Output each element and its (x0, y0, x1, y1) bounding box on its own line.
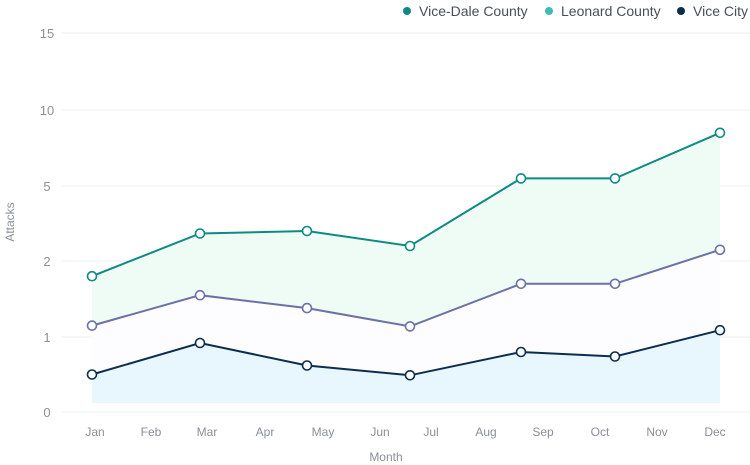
x-axis-title: Month (369, 450, 402, 464)
data-point[interactable] (609, 278, 621, 290)
y-axis-title: Attacks (3, 202, 17, 241)
series-area-2 (92, 330, 720, 403)
x-tick-label: Jul (423, 425, 438, 439)
data-point[interactable] (194, 228, 206, 239)
legend-label: Leonard County (561, 3, 661, 19)
data-point[interactable] (301, 302, 313, 314)
x-tick-label: Jan (85, 425, 104, 439)
y-axis-ticks: 0 1 2 5 10 15 (40, 26, 54, 420)
data-point[interactable] (194, 289, 206, 301)
series-points (86, 127, 726, 381)
y-tick-label: 2 (43, 254, 50, 269)
x-tick-label: Nov (646, 425, 667, 439)
data-point[interactable] (714, 244, 726, 256)
y-tick-label: 1 (43, 330, 50, 345)
data-point[interactable] (515, 278, 527, 290)
x-tick-label: Oct (591, 425, 610, 439)
data-point[interactable] (609, 351, 621, 362)
legend-item[interactable]: Leonard County (545, 3, 661, 19)
x-tick-label: Dec (704, 425, 725, 439)
data-point[interactable] (714, 127, 726, 139)
legend[interactable]: Vice-Dale County Leonard County Vice City (403, 3, 748, 19)
series-areas (92, 132, 720, 404)
x-tick-label: Mar (197, 425, 218, 439)
y-tick-label: 0 (43, 405, 50, 420)
data-point[interactable] (301, 360, 313, 371)
data-point[interactable] (404, 369, 416, 381)
legend-item[interactable]: Vice-Dale County (403, 3, 528, 19)
legend-marker (677, 7, 685, 15)
data-point[interactable] (404, 240, 416, 252)
legend-marker (403, 7, 411, 15)
y-tick-label: 10 (40, 103, 54, 118)
data-point[interactable] (301, 225, 313, 237)
x-tick-label: Sep (532, 425, 554, 439)
y-tick-label: 15 (40, 26, 54, 41)
legend-item[interactable]: Vice City (677, 3, 748, 19)
legend-label: Vice City (693, 3, 748, 19)
x-axis-ticks: Jan Feb Mar Apr May Jun Jul Aug Sep Oct Nov Dec (85, 425, 725, 439)
data-point[interactable] (714, 324, 726, 336)
legend-marker (545, 7, 553, 15)
data-point[interactable] (86, 320, 98, 331)
data-point[interactable] (515, 173, 527, 184)
x-tick-label: Jun (370, 425, 389, 439)
data-point[interactable] (86, 369, 98, 380)
x-tick-label: May (312, 425, 335, 439)
y-tick-label: 5 (43, 179, 50, 194)
legend-label: Vice-Dale County (419, 3, 528, 19)
x-tick-label: Apr (256, 425, 275, 439)
data-point[interactable] (609, 173, 621, 184)
data-point[interactable] (515, 346, 527, 358)
x-tick-label: Feb (141, 425, 162, 439)
data-point[interactable] (86, 270, 98, 282)
data-point[interactable] (404, 321, 416, 332)
x-tick-label: Aug (475, 425, 496, 439)
data-point[interactable] (194, 337, 206, 349)
